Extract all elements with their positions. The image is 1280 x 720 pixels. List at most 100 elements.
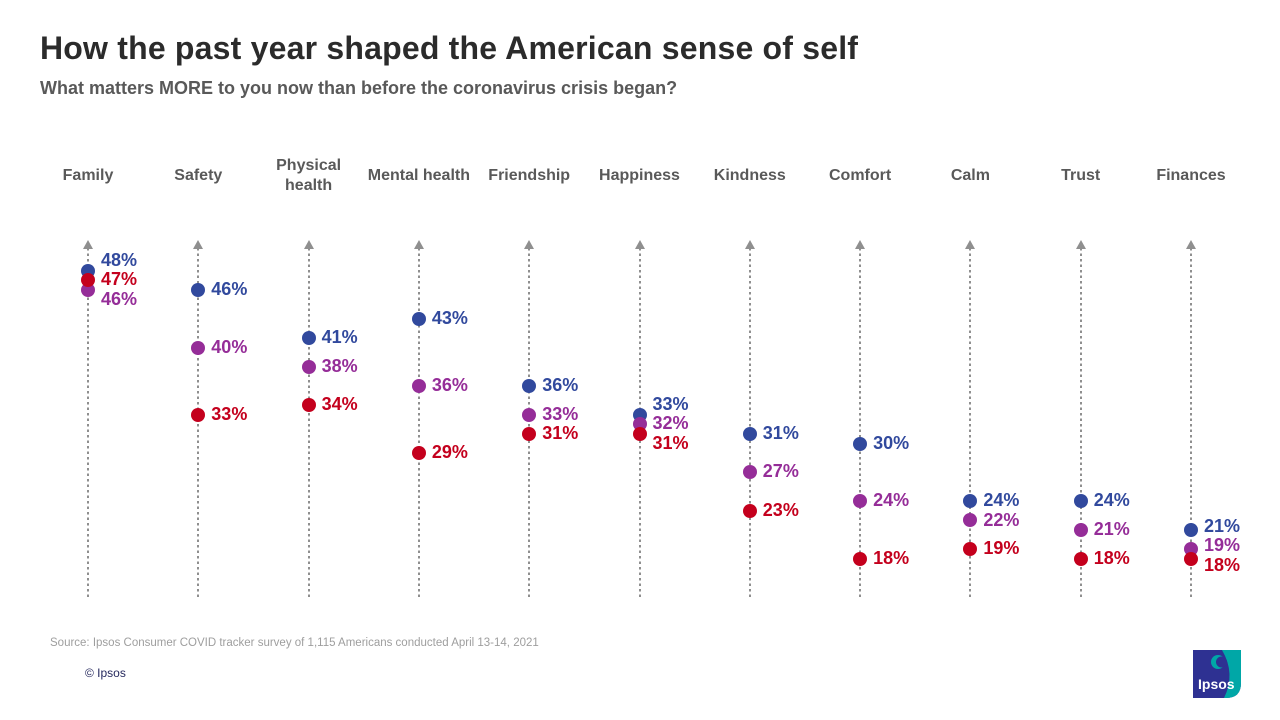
axis-line xyxy=(417,248,420,600)
data-point-label-red: 31% xyxy=(542,423,579,444)
arrow-up-icon xyxy=(524,240,535,249)
data-point-label-red: 23% xyxy=(762,499,799,520)
data-point-label-purple: 40% xyxy=(211,336,248,357)
arrow-up-icon xyxy=(855,240,866,249)
axis-line xyxy=(197,248,200,600)
data-point-dot-purple xyxy=(853,494,868,509)
data-point-dot-red xyxy=(963,542,978,557)
data-point-dot-purple xyxy=(1073,523,1088,537)
data-point-label-purple: 32% xyxy=(652,413,689,434)
data-point-label-blue: 36% xyxy=(542,374,579,395)
data-point-dot-red xyxy=(522,427,537,441)
data-point-label-purple: 21% xyxy=(1093,519,1130,540)
data-point-label-blue: 33% xyxy=(652,393,689,414)
data-point-label-blue: 46% xyxy=(211,279,248,300)
data-point-label-red: 18% xyxy=(1204,554,1241,575)
data-point-dot-red xyxy=(301,398,316,413)
ipsos-logo: Ipsos xyxy=(1193,650,1241,698)
data-point-label-red: 47% xyxy=(101,269,138,290)
copyright-label: © Ipsos xyxy=(85,666,126,680)
page-title: How the past year shaped the American se… xyxy=(40,30,859,66)
data-point-dot-purple xyxy=(301,359,316,374)
data-point-dot-purple xyxy=(522,407,537,422)
data-point-label-red: 33% xyxy=(211,403,248,424)
data-point-dot-purple xyxy=(411,379,426,393)
data-point-dot-blue xyxy=(1073,494,1088,509)
data-point-label-purple: 27% xyxy=(762,461,799,482)
data-point-dot-red xyxy=(191,407,206,422)
data-point-label-purple: 38% xyxy=(321,355,358,376)
data-point-label-red: 18% xyxy=(1093,547,1130,568)
data-point-dot-red xyxy=(853,551,868,566)
data-point-dot-purple xyxy=(742,465,757,480)
data-point-label-purple: 24% xyxy=(873,490,910,511)
axis-line xyxy=(748,248,751,600)
axis-line xyxy=(1079,248,1082,600)
data-point-dot-blue xyxy=(411,311,426,326)
axis-line xyxy=(859,248,862,600)
data-point-dot-blue xyxy=(191,283,206,297)
data-point-dot-blue xyxy=(742,427,757,441)
arrow-up-icon xyxy=(413,240,424,249)
page-subtitle: What matters MORE to you now than before… xyxy=(40,78,678,98)
data-point-dot-blue xyxy=(301,331,316,345)
arrow-up-icon xyxy=(193,240,204,249)
data-point-label-blue: 48% xyxy=(101,249,138,270)
data-point-label-red: 34% xyxy=(321,394,358,415)
category-header: Comfort xyxy=(828,167,892,184)
data-point-label-blue: 31% xyxy=(762,423,799,444)
data-point-label-blue: 21% xyxy=(1204,515,1241,536)
data-point-label-purple: 19% xyxy=(1204,535,1241,556)
arrow-up-icon xyxy=(83,240,93,249)
category-header: Finances xyxy=(1156,167,1226,184)
data-point-label-blue: 43% xyxy=(431,307,468,328)
data-point-label-purple: 36% xyxy=(431,375,468,396)
data-point-label-purple: 33% xyxy=(542,403,579,424)
arrow-up-icon xyxy=(303,240,314,249)
arrow-up-icon xyxy=(965,240,976,249)
axis-line xyxy=(87,248,89,600)
axis-line xyxy=(969,248,972,600)
arrow-up-icon xyxy=(1186,240,1196,249)
arrow-up-icon xyxy=(634,240,645,249)
arrow-up-icon xyxy=(744,240,755,249)
data-point-label-red: 31% xyxy=(652,432,689,453)
category-header: Trust xyxy=(1061,167,1101,184)
category-header: Physical health xyxy=(276,157,342,194)
ipsos-logo-icon: Ipsos xyxy=(1193,650,1241,698)
data-point-dot-red xyxy=(1073,551,1088,566)
axis-line xyxy=(528,248,531,600)
axis-line xyxy=(307,248,310,600)
data-point-dot-red xyxy=(411,446,426,461)
data-point-label-red: 19% xyxy=(983,538,1020,559)
arrow-up-icon xyxy=(1075,240,1086,249)
ipsos-logo-text: Ipsos xyxy=(1198,676,1235,692)
category-header: Safety xyxy=(174,167,223,184)
data-point-label-purple: 22% xyxy=(983,509,1020,530)
data-point-label-blue: 41% xyxy=(321,327,358,348)
data-point-label-red: 29% xyxy=(431,442,468,463)
data-point-label-blue: 30% xyxy=(873,432,910,453)
data-point-dot-red xyxy=(81,273,95,288)
data-point-dot-red xyxy=(1184,551,1198,566)
data-point-label-purple: 46% xyxy=(101,288,138,309)
category-header: Kindness xyxy=(713,167,786,184)
data-point-dot-blue xyxy=(853,436,868,451)
data-point-dot-blue xyxy=(1184,523,1198,537)
data-point-dot-purple xyxy=(191,340,206,355)
source-note: Source: Ipsos Consumer COVID tracker sur… xyxy=(50,637,539,649)
data-point-dot-blue xyxy=(522,379,537,393)
axis-line xyxy=(1190,248,1192,600)
category-header: Happiness xyxy=(599,167,680,184)
data-point-dot-purple xyxy=(963,513,978,528)
category-header: Mental health xyxy=(367,167,470,184)
data-point-label-blue: 24% xyxy=(983,490,1020,511)
data-point-dot-red xyxy=(742,503,757,518)
data-point-label-blue: 24% xyxy=(1093,490,1130,511)
category-header: Calm xyxy=(950,167,990,184)
data-point-dot-red xyxy=(632,427,647,441)
category-header: Friendship xyxy=(488,167,571,184)
category-header: Family xyxy=(62,167,114,184)
data-point-dot-blue xyxy=(963,494,978,509)
